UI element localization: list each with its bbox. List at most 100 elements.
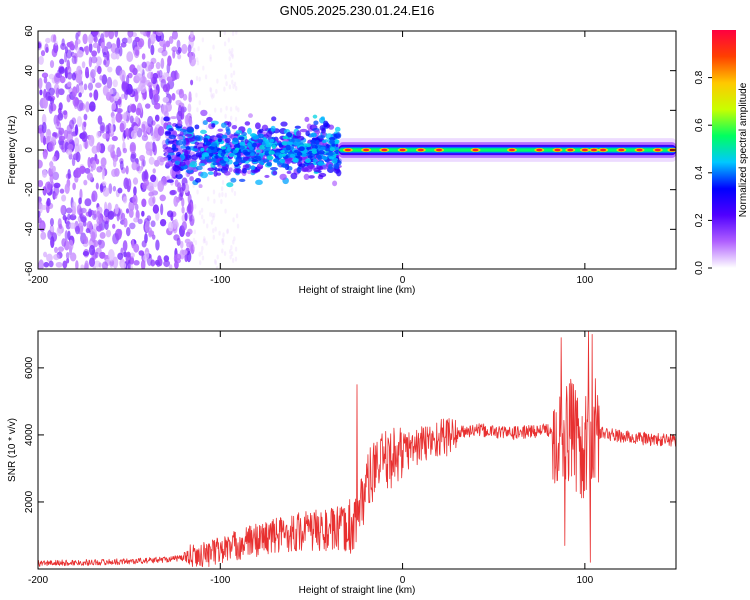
heatmap-cell [121,80,128,92]
heatmap-cell [262,137,267,142]
heatmap-cell [119,122,125,133]
heatmap-cell [554,148,561,152]
heatmap-cell [141,210,145,217]
heatmap-cell [132,177,139,185]
x-tick-label: -200 [28,275,48,286]
heatmap-cell [308,175,315,179]
heatmap-cell [255,122,261,130]
heatmap-cell [209,86,212,92]
heatmap-cell [79,165,86,175]
heatmap-cell [171,92,176,101]
heatmap-cell [140,84,147,94]
heatmap-cell [57,88,65,96]
heatmap-cell [214,260,218,266]
heatmap-cell [130,153,136,163]
heatmap-cell [298,146,305,152]
heatmap-cell [172,219,178,230]
heatmap-cell [233,143,241,149]
heatmap-cell [89,92,93,98]
heatmap-cell [49,174,54,184]
heatmap-cell [55,261,63,268]
heatmap-cell [79,84,84,91]
heatmap-cell [38,259,44,269]
heatmap-cell [179,161,186,167]
heatmap-cell [198,251,201,257]
heatmap-cell [165,83,171,92]
heatmap-cell [145,148,153,156]
heatmap-cell [205,141,212,146]
heatmap-cell [173,195,179,207]
heatmap-cell [205,124,209,130]
heatmap-cell [64,230,69,242]
heatmap-cell [199,260,202,266]
heatmap-cell [202,120,208,126]
heatmap-cell [117,98,122,106]
heatmap-cell [171,46,178,53]
heatmap-cell [212,234,215,240]
heatmap-cell [195,75,199,81]
chart-title: GN05.2025.230.01.24.E16 [280,3,435,18]
heatmap-cell [104,31,109,38]
heatmap-cell [231,79,234,85]
heatmap-cell [153,127,159,139]
heatmap-cell [57,246,65,252]
heatmap-cell [123,112,127,121]
heatmap-cell [172,164,181,172]
heatmap-cell [153,93,159,106]
heatmap-cell [114,31,119,38]
heatmap-cell [209,211,212,217]
heatmap-cell [264,174,270,178]
heatmap-cell [96,210,101,219]
heatmap-cell [212,228,215,234]
heatmap-cell [171,143,177,151]
heatmap-cell [230,72,233,78]
heatmap-cell [263,159,270,163]
heatmap-cell [273,158,279,163]
heatmap-cell [319,146,326,151]
heatmap-cell [135,49,140,57]
heatmap-cell [215,88,218,94]
heatmap-cell [212,189,216,195]
heatmap-cell [192,47,195,53]
heatmap-cell [163,116,170,122]
heatmap-cell [304,116,310,123]
heatmap-cell [212,92,215,98]
colorbar-tick-label: 0.2 [694,213,705,227]
y-tick-label: 0 [24,147,35,153]
heatmap-cell [182,139,187,146]
heatmap-cell [153,159,160,167]
heatmap-cell [189,161,198,168]
heatmap-cell [186,126,195,133]
heatmap-cell [141,198,147,208]
spectrogram-heatmap [38,31,676,269]
heatmap-cell [59,76,66,84]
heatmap-cell [114,203,119,215]
heatmap-cell [110,51,118,60]
heatmap-cell [176,39,181,49]
heatmap-cell [141,53,146,60]
heatmap-cell [223,251,227,257]
heatmap-cell [67,230,71,241]
heatmap-cell [83,179,88,186]
heatmap-cell [128,208,134,219]
heatmap-cell [167,152,175,156]
heatmap-cell [155,239,160,251]
heatmap-cell [140,31,145,35]
heatmap-cell [43,251,48,258]
heatmap-cell [97,115,103,125]
heatmap-cell [71,201,77,212]
heatmap-cell [209,54,212,60]
heatmap-cell [235,213,239,219]
heatmap-cell [163,158,169,162]
heatmap-cell [95,182,99,190]
heatmap-cell [48,102,54,114]
heatmap-cell [166,149,174,153]
heatmap-cell [88,33,94,45]
heatmap-cell [220,199,223,205]
heatmap-cell [99,121,106,134]
heatmap-cell [195,165,203,171]
heatmap-cell [279,158,286,164]
heatmap-cell [84,198,92,207]
heatmap-cell [130,103,137,113]
heatmap-cell [75,32,79,41]
